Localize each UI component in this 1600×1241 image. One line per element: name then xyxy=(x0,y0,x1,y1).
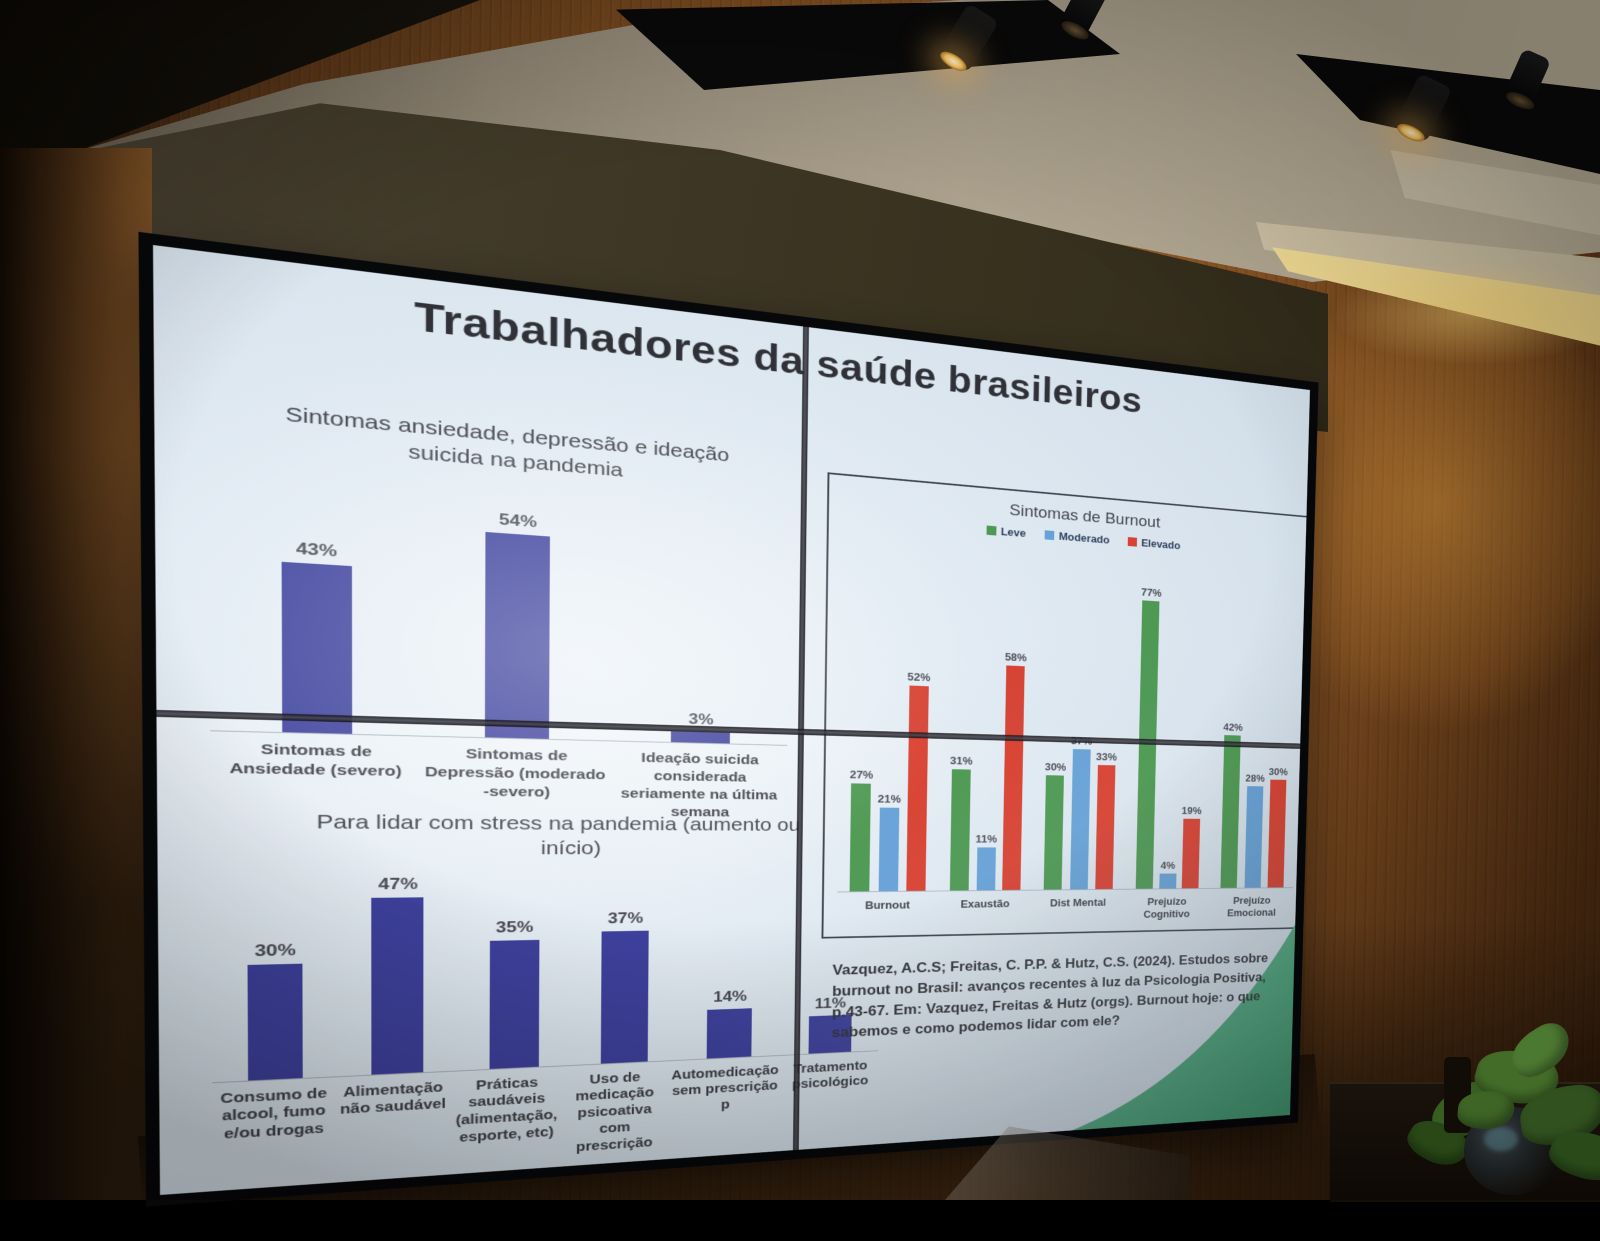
category-label: Alimentação não saudável xyxy=(335,1079,451,1173)
legend-item: Elevado xyxy=(1128,536,1181,551)
bar xyxy=(1244,786,1263,888)
bar xyxy=(281,561,352,733)
bar xyxy=(601,930,649,1063)
category-label: Automedicação sem prescrição p xyxy=(667,1062,783,1150)
chart-plot-area: 27%21%52%31%11%58%30%37%33%77%4%19%42%28… xyxy=(837,530,1302,892)
category-label: Consumo de alcool, fumo e/ou drogas xyxy=(212,1085,335,1182)
bar xyxy=(1181,818,1199,888)
bar xyxy=(1002,665,1025,890)
bar-column: 21% xyxy=(876,533,905,891)
category-label: Exaustão xyxy=(937,897,1033,925)
bar-column: 19% xyxy=(1180,557,1208,888)
bar-column: 37% xyxy=(1068,548,1096,889)
bar-column: 30% xyxy=(1266,564,1294,888)
chart-title: Para lidar com stress na pandemia (aumen… xyxy=(297,809,815,862)
bar-column: 54% xyxy=(419,476,612,740)
bar-column: 3% xyxy=(611,492,790,745)
bar-column: 35% xyxy=(457,874,571,1070)
bar-column: 14% xyxy=(678,873,783,1060)
category-label: Uso de medicação psicoativa com prescriç… xyxy=(561,1068,667,1158)
bar xyxy=(485,532,550,739)
bar-column: 31% xyxy=(948,539,977,891)
bar xyxy=(671,731,730,743)
slide: Trabalhadores da saúde brasileiros Sinto… xyxy=(153,245,1310,1195)
legend-swatch xyxy=(986,526,996,536)
legend-item: Leve xyxy=(986,524,1026,539)
potted-plant xyxy=(1392,995,1600,1200)
bar-value-label: 21% xyxy=(878,793,901,805)
bar-value-label: 30% xyxy=(1045,761,1067,773)
bar-column: 52% xyxy=(904,535,933,890)
bar-value-label: 37% xyxy=(608,909,644,927)
bar-column: 47% xyxy=(337,874,457,1076)
bar-column: 58% xyxy=(1001,543,1029,890)
bar-value-label: 11% xyxy=(975,833,997,845)
bar xyxy=(248,963,303,1080)
bar-value-label: 42% xyxy=(1223,722,1243,734)
bar-group: 30%37%33% xyxy=(1033,545,1131,889)
wood-pillar xyxy=(0,148,152,1200)
chart-burnout: Sintomas de Burnout Leve Moderado Elevado … xyxy=(821,472,1310,938)
bar-value-label: 28% xyxy=(1245,773,1265,784)
bar-value-label: 33% xyxy=(1096,751,1117,763)
bar-value-label: 47% xyxy=(378,875,417,894)
chart-stress: Para lidar com stress na pandemia (aumen… xyxy=(211,808,882,1181)
cove-light-glow xyxy=(1270,230,1600,380)
bar-value-label: 35% xyxy=(496,918,533,937)
legend-swatch xyxy=(1128,537,1137,547)
bar xyxy=(489,940,539,1069)
bar-value-label: 27% xyxy=(850,769,874,781)
legend-item: Moderado xyxy=(1045,529,1110,546)
bar xyxy=(878,807,899,891)
bar xyxy=(707,1008,752,1058)
bar-value-label: 52% xyxy=(907,671,930,684)
bar-group: 77% 4% 19% xyxy=(1123,552,1218,888)
bar xyxy=(1095,765,1115,889)
bar-group: 42% 28% 30% xyxy=(1210,559,1302,888)
bar xyxy=(950,769,971,890)
bar-value-label: 31% xyxy=(950,755,973,767)
bar xyxy=(1221,735,1241,888)
bar xyxy=(976,847,995,890)
chart-anxiety: Sintomas ansiedade, depressão e ideação … xyxy=(208,394,791,823)
bar-value-label: 58% xyxy=(1005,651,1027,664)
bar xyxy=(372,897,424,1074)
category-label: Práticas saudáveis (alimentação, esporte… xyxy=(451,1073,562,1165)
legend-swatch xyxy=(1045,530,1055,540)
bar-group: 27% 21% 52% xyxy=(837,530,943,891)
bar-column: 30% xyxy=(211,875,338,1082)
bar-value-label: 19% xyxy=(1181,805,1201,816)
bar-value-label: 30% xyxy=(1269,766,1288,777)
bar-value-label: 54% xyxy=(499,510,537,532)
bar xyxy=(850,783,871,891)
bar-column: 43% xyxy=(209,459,420,735)
category-label: Burnout xyxy=(837,898,937,927)
bar-column: 11% xyxy=(975,541,1003,890)
conference-room-background: Trabalhadores da saúde brasileiros Sinto… xyxy=(0,0,1600,1200)
bar-value-label: 4% xyxy=(1160,860,1175,871)
bar-value-label: 43% xyxy=(296,539,337,561)
bar-value-label: 14% xyxy=(713,987,747,1005)
bar xyxy=(1044,775,1064,889)
bar-column: 33% xyxy=(1093,550,1121,889)
bar-value-label: 30% xyxy=(254,940,296,960)
bar-value-label: 77% xyxy=(1141,586,1162,599)
bar-column: 27% xyxy=(848,531,877,891)
presentation-screen: Trabalhadores da saúde brasileiros Sinto… xyxy=(153,245,1310,1195)
bar-column: 30% xyxy=(1042,546,1070,889)
vase-highlight xyxy=(1484,1127,1518,1151)
bar xyxy=(1159,873,1176,888)
bar-group: 31% 11% 58% xyxy=(937,538,1039,890)
bar xyxy=(1267,779,1286,887)
bar xyxy=(1070,749,1091,889)
bar-column: 77% xyxy=(1134,553,1162,888)
bar-column: 37% xyxy=(570,873,679,1065)
chart-plot-area: 30% 47% 35% 37% 14% 11% xyxy=(211,872,881,1083)
bar xyxy=(906,685,928,890)
chart-plot-area: 43% 54% 3% xyxy=(209,459,790,746)
